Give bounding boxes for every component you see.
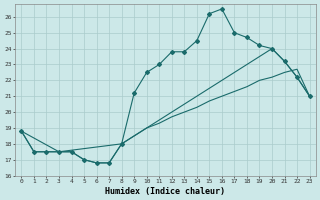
X-axis label: Humidex (Indice chaleur): Humidex (Indice chaleur) bbox=[106, 187, 226, 196]
